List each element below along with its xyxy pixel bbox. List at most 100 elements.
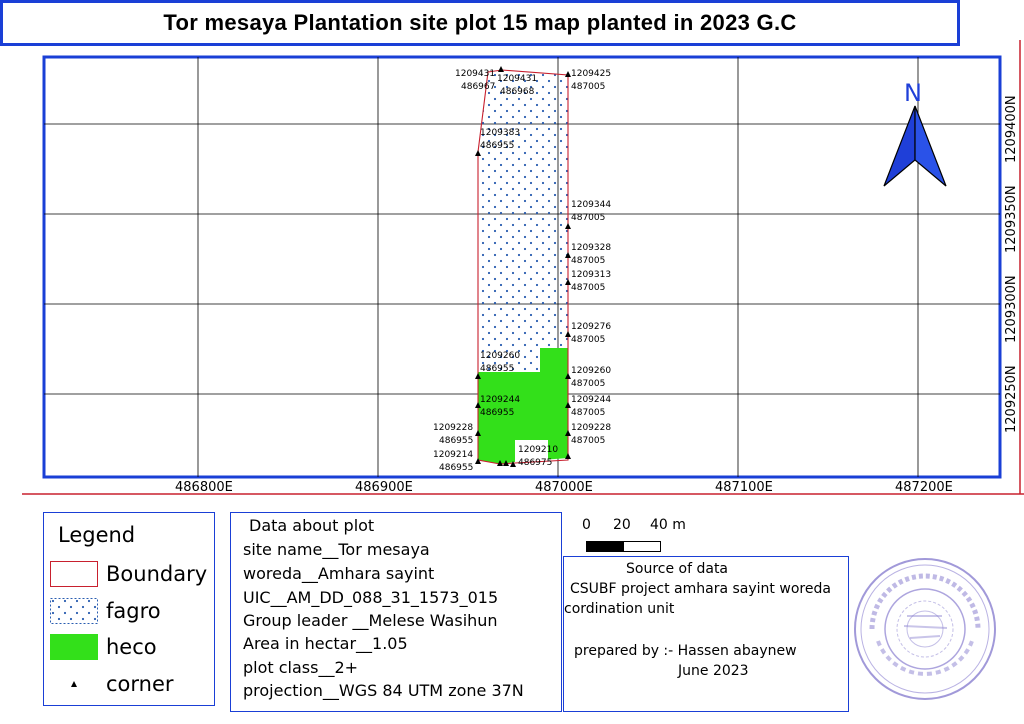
- pt-n-4: 1209344: [571, 200, 611, 210]
- svg-text:486968: 486968: [500, 87, 535, 97]
- svg-text:486955: 486955: [439, 463, 473, 473]
- pt-n-6: 1209313: [571, 270, 611, 280]
- svg-text:1209431: 1209431: [455, 69, 495, 79]
- plot-info-line: plot class__2+: [243, 658, 359, 677]
- svg-text:1209328: 1209328: [571, 243, 611, 253]
- easting-label: 487100E: [715, 480, 773, 495]
- pt-e-3: 486955: [480, 141, 514, 151]
- pt-n-15: 1209210: [518, 445, 558, 455]
- svg-text:487005: 487005: [571, 408, 605, 418]
- svg-text:1209260: 1209260: [480, 351, 520, 361]
- pt-n-2: 1209425: [571, 69, 611, 79]
- svg-text:1209431: 1209431: [497, 74, 537, 84]
- map-title-box: Tor mesaya Plantation site plot 15 map p…: [0, 0, 960, 46]
- svg-text:486955: 486955: [480, 364, 514, 374]
- source-line: cordination unit: [564, 601, 675, 617]
- pt-e-9: 487005: [571, 379, 605, 389]
- svg-text:486955: 486955: [439, 436, 473, 446]
- easting-label: 487200E: [895, 480, 953, 495]
- pt-e-12: 486955: [439, 436, 473, 446]
- legend-item-boundary: Boundary: [50, 561, 207, 587]
- svg-text:1209228: 1209228: [433, 423, 473, 433]
- northing-label: 1209300N: [1004, 275, 1019, 343]
- svg-text:1209260: 1209260: [571, 366, 611, 376]
- legend-label: Boundary: [106, 562, 208, 586]
- pt-e-15: 486975: [518, 458, 552, 468]
- corner-labels: 1209431 486967 1209431 486968 1209425 48…: [433, 69, 611, 473]
- source-heading: Source of data: [626, 561, 729, 577]
- svg-text:486955: 486955: [480, 408, 514, 418]
- north-arrow-icon: N: [883, 79, 947, 187]
- legend-label: corner: [106, 672, 174, 696]
- easting-label: 486900E: [355, 480, 413, 495]
- svg-text:1209276: 1209276: [571, 322, 611, 332]
- svg-text:487005: 487005: [571, 335, 605, 345]
- pt-n-1: 1209431: [497, 74, 537, 84]
- svg-text:1209214: 1209214: [433, 450, 473, 460]
- northing-label: 1209350N: [1004, 185, 1019, 253]
- pt-n-10: 1209244: [480, 395, 520, 405]
- pt-e-11: 487005: [571, 408, 605, 418]
- svg-text:487005: 487005: [571, 82, 605, 92]
- pt-n-8: 1209260: [480, 351, 520, 361]
- legend-item-heco: heco: [50, 634, 157, 660]
- svg-text:486967: 486967: [461, 82, 495, 92]
- prepared-date: June 2023: [678, 663, 749, 679]
- legend-item-fagro: fagro: [50, 598, 161, 624]
- pt-n-7: 1209276: [571, 322, 611, 332]
- pt-n-3: 1209383: [480, 128, 520, 138]
- plot-info-line: UIC__AM_DD_088_31_1573_015: [243, 588, 499, 607]
- official-stamp-icon: [854, 558, 996, 700]
- easting-label: 486800E: [175, 480, 233, 495]
- northing-label: 1209400N: [1004, 95, 1019, 163]
- plot-info-heading: Data about plot: [249, 516, 375, 535]
- svg-text:1209383: 1209383: [480, 128, 520, 138]
- scale-label: 40 m: [650, 517, 686, 533]
- plot-info-panel: Data about plot site name__Tor mesaya wo…: [230, 512, 562, 712]
- svg-text:1209313: 1209313: [571, 270, 611, 280]
- svg-text:487005: 487005: [571, 436, 605, 446]
- legend-panel: Legend Boundary fagro heco corner: [43, 512, 215, 706]
- svg-text:1209210: 1209210: [518, 445, 558, 455]
- svg-text:N: N: [904, 79, 922, 107]
- pt-n-12: 1209228: [433, 423, 473, 433]
- legend-label: heco: [106, 635, 157, 659]
- pt-e-7: 487005: [571, 335, 605, 345]
- pt-e-10: 486955: [480, 408, 514, 418]
- svg-text:1209425: 1209425: [571, 69, 611, 79]
- pt-e-1: 486968: [500, 87, 535, 97]
- svg-text:486975: 486975: [518, 458, 552, 468]
- pt-n-5: 1209328: [571, 243, 611, 253]
- svg-text:487005: 487005: [571, 256, 605, 266]
- fagro-swatch: [50, 598, 98, 624]
- svg-text:1209344: 1209344: [571, 200, 611, 210]
- source-panel: Source of data CSUBF project amhara sayi…: [563, 556, 849, 712]
- map-title: Tor mesaya Plantation site plot 15 map p…: [163, 10, 797, 35]
- svg-text:487005: 487005: [571, 379, 605, 389]
- svg-text:1209244: 1209244: [480, 395, 520, 405]
- source-line: CSUBF project amhara sayint woreda: [570, 581, 831, 597]
- pt-n-0: 1209431: [455, 69, 495, 79]
- pt-e-0: 486967: [461, 82, 495, 92]
- plot-boundary: [477, 69, 569, 465]
- easting-label: 487000E: [535, 480, 593, 495]
- pt-e-2: 487005: [571, 82, 605, 92]
- plot-info-line: woreda__Amhara sayint: [243, 564, 435, 583]
- heco-swatch: [50, 634, 98, 660]
- pt-e-14: 486955: [439, 463, 473, 473]
- heco-notch: [515, 440, 548, 462]
- pt-n-13: 1209228: [571, 423, 611, 433]
- corner-triangle-icon: [71, 681, 77, 687]
- svg-text:487005: 487005: [571, 213, 605, 223]
- pt-e-4: 487005: [571, 213, 605, 223]
- heco-area: [478, 348, 568, 464]
- pt-e-6: 487005: [571, 283, 605, 293]
- svg-text:1209228: 1209228: [571, 423, 611, 433]
- legend-label: fagro: [106, 599, 161, 623]
- legend-title: Legend: [58, 523, 136, 547]
- legend-item-corner: corner: [50, 671, 174, 697]
- fagro-area: [478, 70, 568, 372]
- north-label: N: [904, 79, 922, 107]
- plot-info-line: Group leader __Melese Wasihun: [243, 611, 498, 630]
- plot-info-line: site name__Tor mesaya: [243, 540, 430, 559]
